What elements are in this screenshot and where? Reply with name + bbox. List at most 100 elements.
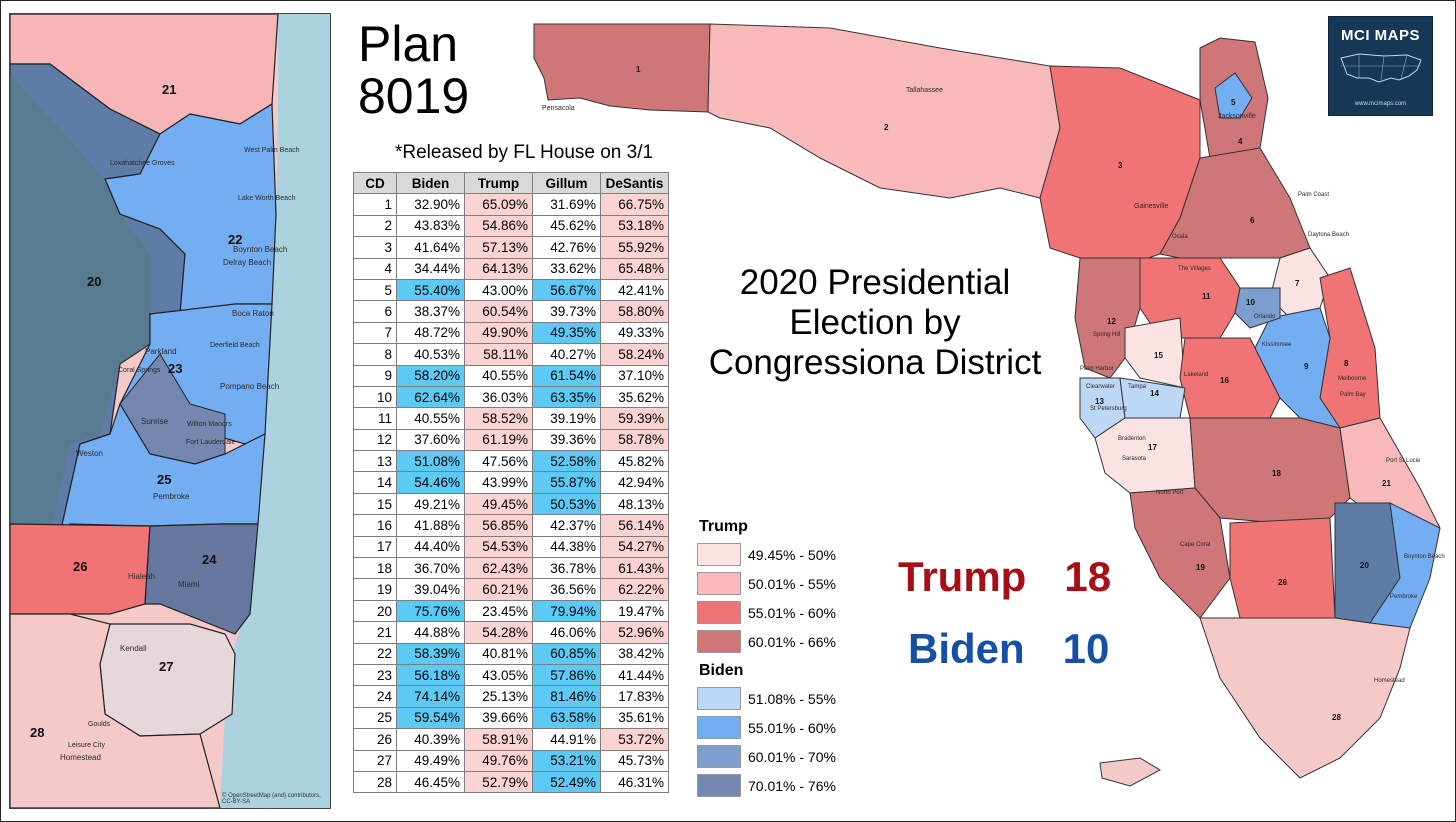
cell-desantis: 41.44%	[600, 663, 669, 687]
state-district-26-label: 26	[1278, 578, 1287, 587]
inset-district-26-label: 26	[73, 559, 87, 574]
cell-desantis: 56.14%	[600, 514, 669, 537]
state-district-19-label: 19	[1196, 563, 1205, 572]
legend-biden-row: 51.08% - 55%	[697, 684, 836, 713]
cell-trump: 61.19%	[464, 428, 533, 452]
florida-statewide-map[interactable]: 1 2 3 4 5 6 7 8 9 10 11 12 13 14 15 16 1…	[520, 18, 1450, 808]
cell-biden: 54.46%	[396, 471, 465, 494]
cell-trump: 49.76%	[464, 749, 533, 772]
cell-cd: 19	[353, 578, 397, 601]
cell-trump: 60.21%	[464, 578, 533, 601]
cell-trump: 23.45%	[464, 599, 533, 623]
table-row: 3 41.64% 57.13% 42.76% 55.92%	[353, 236, 669, 259]
cell-desantis: 42.94%	[600, 471, 669, 494]
cell-trump: 62.43%	[464, 557, 533, 580]
legend-label: 55.01% - 60%	[748, 604, 836, 621]
cell-biden: 58.39%	[396, 642, 465, 665]
cell-trump: 58.52%	[464, 407, 533, 430]
legend-swatch	[697, 543, 741, 566]
cell-cd: 13	[353, 450, 397, 473]
table-row: 12 37.60% 61.19% 39.36% 58.78%	[353, 428, 669, 452]
cell-desantis: 19.47%	[600, 599, 669, 623]
cell-gillum: 60.85%	[532, 642, 601, 665]
legend-trump-row: 55.01% - 60%	[697, 598, 836, 627]
place-lakeland: Lakeland	[1184, 372, 1208, 378]
inset-place-fort-lauderdale: Fort Lauderdale	[186, 439, 236, 446]
table-row: 23 56.18% 43.05% 57.86% 41.44%	[353, 663, 669, 687]
south-florida-inset-map[interactable]: 21 22 20 23 25 26 24 27 28 Boca Raton De…	[9, 13, 331, 809]
cell-cd: 12	[353, 428, 397, 452]
cell-trump: 58.91%	[464, 728, 533, 751]
cell-desantis: 53.72%	[600, 728, 669, 751]
cell-gillum: 33.62%	[532, 257, 601, 280]
inset-district-24-label: 24	[202, 552, 217, 567]
inset-place-kendall: Kendall	[120, 644, 147, 653]
cell-desantis: 65.48%	[600, 257, 669, 280]
cell-desantis: 55.92%	[600, 236, 669, 259]
biden-tally-count: 10	[1062, 625, 1110, 672]
inset-place-miami: Miami	[178, 580, 200, 589]
cell-desantis: 37.10%	[600, 364, 669, 387]
cell-biden: 41.64%	[396, 236, 465, 259]
results-table-body: 1 32.90% 65.09% 31.69% 66.75% 2 43.83% 54.86% 45…	[353, 193, 669, 794]
release-note: *Released by FL House on 3/1	[395, 142, 654, 163]
place-palm-harbor: Palm Harbor	[1080, 366, 1114, 372]
cell-biden: 39.04%	[396, 578, 465, 601]
cell-cd: 28	[353, 770, 397, 794]
cell-gillum: 42.37%	[532, 514, 601, 537]
inset-place-weston: Weston	[76, 449, 103, 458]
cell-biden: 40.53%	[396, 343, 465, 366]
cell-trump: 52.79%	[464, 770, 533, 794]
cell-biden: 38.37%	[396, 300, 465, 323]
cell-cd: 15	[353, 492, 397, 516]
place-jacksonville: Jacksonville	[1218, 113, 1256, 120]
cell-biden: 48.72%	[396, 321, 465, 345]
cell-biden: 49.21%	[396, 492, 465, 516]
cell-gillum: 81.46%	[532, 685, 601, 708]
cell-desantis: 49.33%	[600, 321, 669, 345]
table-row: 26 40.39% 58.91% 44.91% 53.72%	[353, 728, 669, 751]
state-district-3-label: 3	[1118, 161, 1123, 170]
inset-place-leisure-city: Leisure City	[68, 742, 105, 749]
cell-desantis: 58.78%	[600, 428, 669, 452]
header-cd: CD	[353, 171, 397, 195]
cell-desantis: 59.39%	[600, 407, 669, 430]
table-row: 2 43.83% 54.86% 45.62% 53.18%	[353, 214, 669, 238]
legend-swatch	[697, 572, 741, 595]
state-district-11-label: 11	[1202, 292, 1211, 301]
place-pensacola: Pensacola	[542, 105, 575, 112]
cell-desantis: 54.27%	[600, 535, 669, 559]
place-tampa: Tampa	[1128, 384, 1147, 390]
inset-place-boca-raton: Boca Raton	[232, 309, 274, 318]
cell-cd: 9	[353, 364, 397, 387]
cell-gillum: 53.21%	[532, 749, 601, 772]
inset-place-wilton-manors: Wilton Manors	[187, 421, 232, 428]
legend-swatch	[697, 630, 741, 653]
place-bradenton: Bradenton	[1118, 436, 1146, 442]
cell-trump: 54.86%	[464, 214, 533, 238]
cell-gillum: 31.69%	[532, 193, 601, 216]
cell-biden: 56.18%	[396, 663, 465, 687]
cell-trump: 54.28%	[464, 621, 533, 644]
cell-cd: 24	[353, 685, 397, 708]
inset-district-27-label: 27	[159, 659, 173, 674]
table-row: 18 36.70% 62.43% 36.78% 61.43%	[353, 557, 669, 580]
legend-swatch	[697, 601, 741, 624]
cell-gillum: 57.86%	[532, 663, 601, 687]
cell-gillum: 61.54%	[532, 364, 601, 387]
state-district-7-label: 7	[1295, 279, 1300, 288]
place-gainesville: Gainesville	[1134, 203, 1168, 210]
inset-place-pembroke: Pembroke	[153, 492, 190, 501]
inset-place-sunrise: Sunrise	[141, 417, 169, 426]
cell-cd: 2	[353, 214, 397, 238]
trump-tally: Trump 18	[898, 553, 1111, 601]
cell-desantis: 35.61%	[600, 706, 669, 730]
cell-biden: 58.20%	[396, 364, 465, 387]
inset-place-boynton-beach: Boynton Beach	[233, 245, 287, 254]
table-row: 10 62.64% 36.03% 63.35% 35.62%	[353, 385, 669, 409]
cell-biden: 36.70%	[396, 557, 465, 580]
legend-trump-row: 60.01% - 66%	[697, 627, 836, 656]
legend-trump-row: 49.45% - 50%	[697, 540, 836, 569]
state-district-17-label: 17	[1148, 443, 1157, 452]
cell-cd: 20	[353, 599, 397, 623]
